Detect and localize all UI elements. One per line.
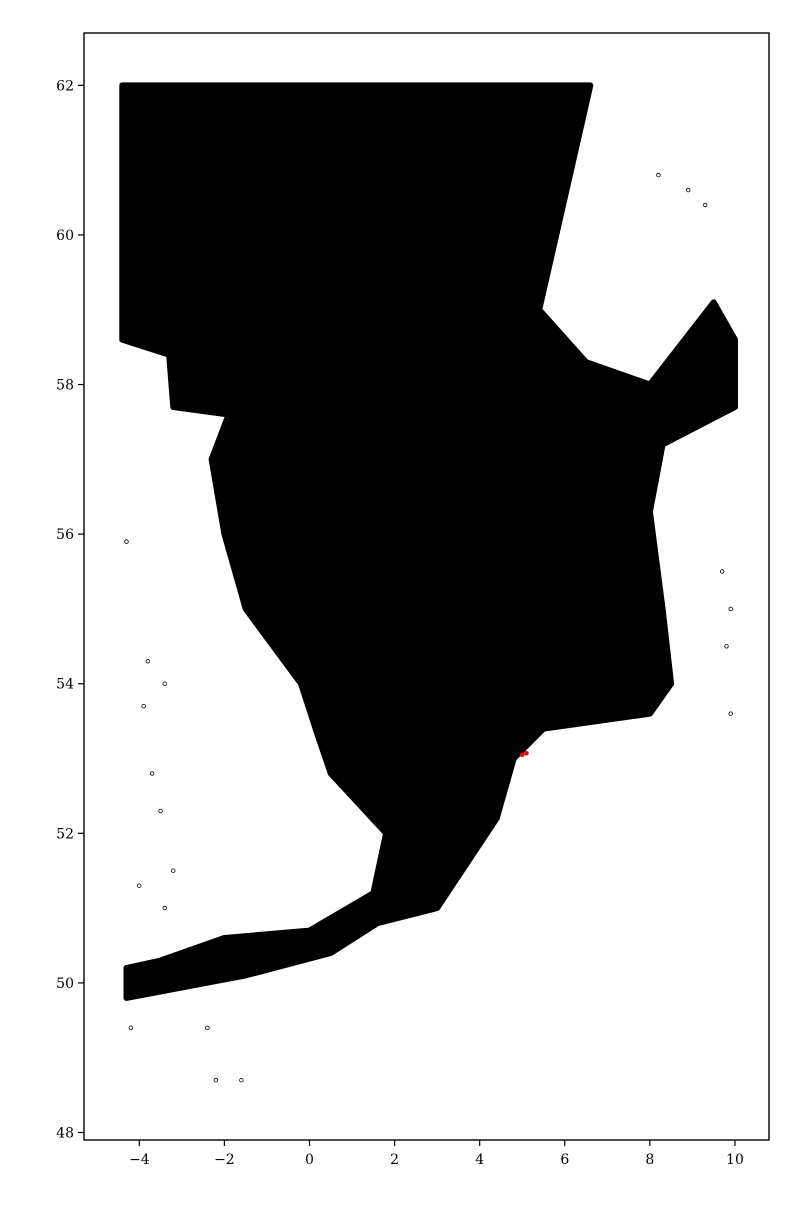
scatter-point — [162, 681, 167, 686]
plot-area — [119, 82, 738, 1083]
x-tick-label: −4 — [129, 1152, 150, 1168]
scatter-point — [213, 1077, 219, 1083]
scatter-point — [720, 569, 725, 574]
x-tick-label: 0 — [305, 1152, 314, 1168]
scatter-point — [724, 644, 729, 649]
x-tick-label: 8 — [645, 1152, 654, 1168]
scatter-point — [149, 771, 155, 776]
dense-observations — [119, 82, 738, 1001]
scatter-points — [124, 172, 733, 1083]
highlight-point — [519, 752, 525, 758]
observation-coverage — [119, 82, 738, 1001]
x-tick-label: 4 — [475, 1152, 484, 1168]
y-tick-label: 50 — [56, 976, 74, 992]
y-tick-label: 62 — [56, 78, 74, 94]
x-tick-label: 2 — [390, 1152, 399, 1168]
scatter-point — [239, 1077, 244, 1083]
axes-frame — [83, 32, 770, 1141]
scatter-point — [728, 711, 733, 716]
scatter-point — [145, 659, 150, 664]
x-tick-label: −2 — [214, 1152, 235, 1168]
y-tick-label: 48 — [56, 1126, 74, 1142]
scatter-point — [124, 539, 129, 544]
highlight-point — [524, 750, 529, 756]
y-tick-label: 52 — [56, 826, 74, 842]
y-tick-label: 60 — [56, 228, 74, 244]
scatter-point — [171, 868, 176, 873]
scatter-point — [205, 1025, 210, 1030]
scatter-point — [728, 606, 733, 612]
scatter-point — [703, 202, 708, 208]
scatter-point — [158, 808, 163, 814]
x-tick-label: 6 — [560, 1152, 569, 1168]
y-tick-label: 58 — [56, 378, 74, 394]
scatter-point — [656, 172, 661, 178]
scatter-point — [162, 905, 167, 911]
x-axis: −4 −2 0 2 4 6 8 10 — [129, 1140, 744, 1168]
scatter-point — [686, 187, 691, 193]
x-tick-label: 10 — [726, 1152, 744, 1168]
scatter-point — [141, 704, 146, 709]
scatter-point — [128, 1025, 133, 1030]
y-axis: 48 50 52 54 56 58 60 62 — [56, 78, 84, 1142]
y-tick-label: 54 — [56, 677, 74, 693]
scatter-point — [137, 883, 142, 888]
y-tick-label: 56 — [56, 527, 74, 543]
